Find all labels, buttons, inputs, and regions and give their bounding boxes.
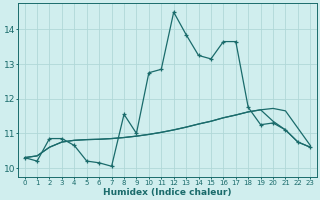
X-axis label: Humidex (Indice chaleur): Humidex (Indice chaleur) (103, 188, 232, 197)
